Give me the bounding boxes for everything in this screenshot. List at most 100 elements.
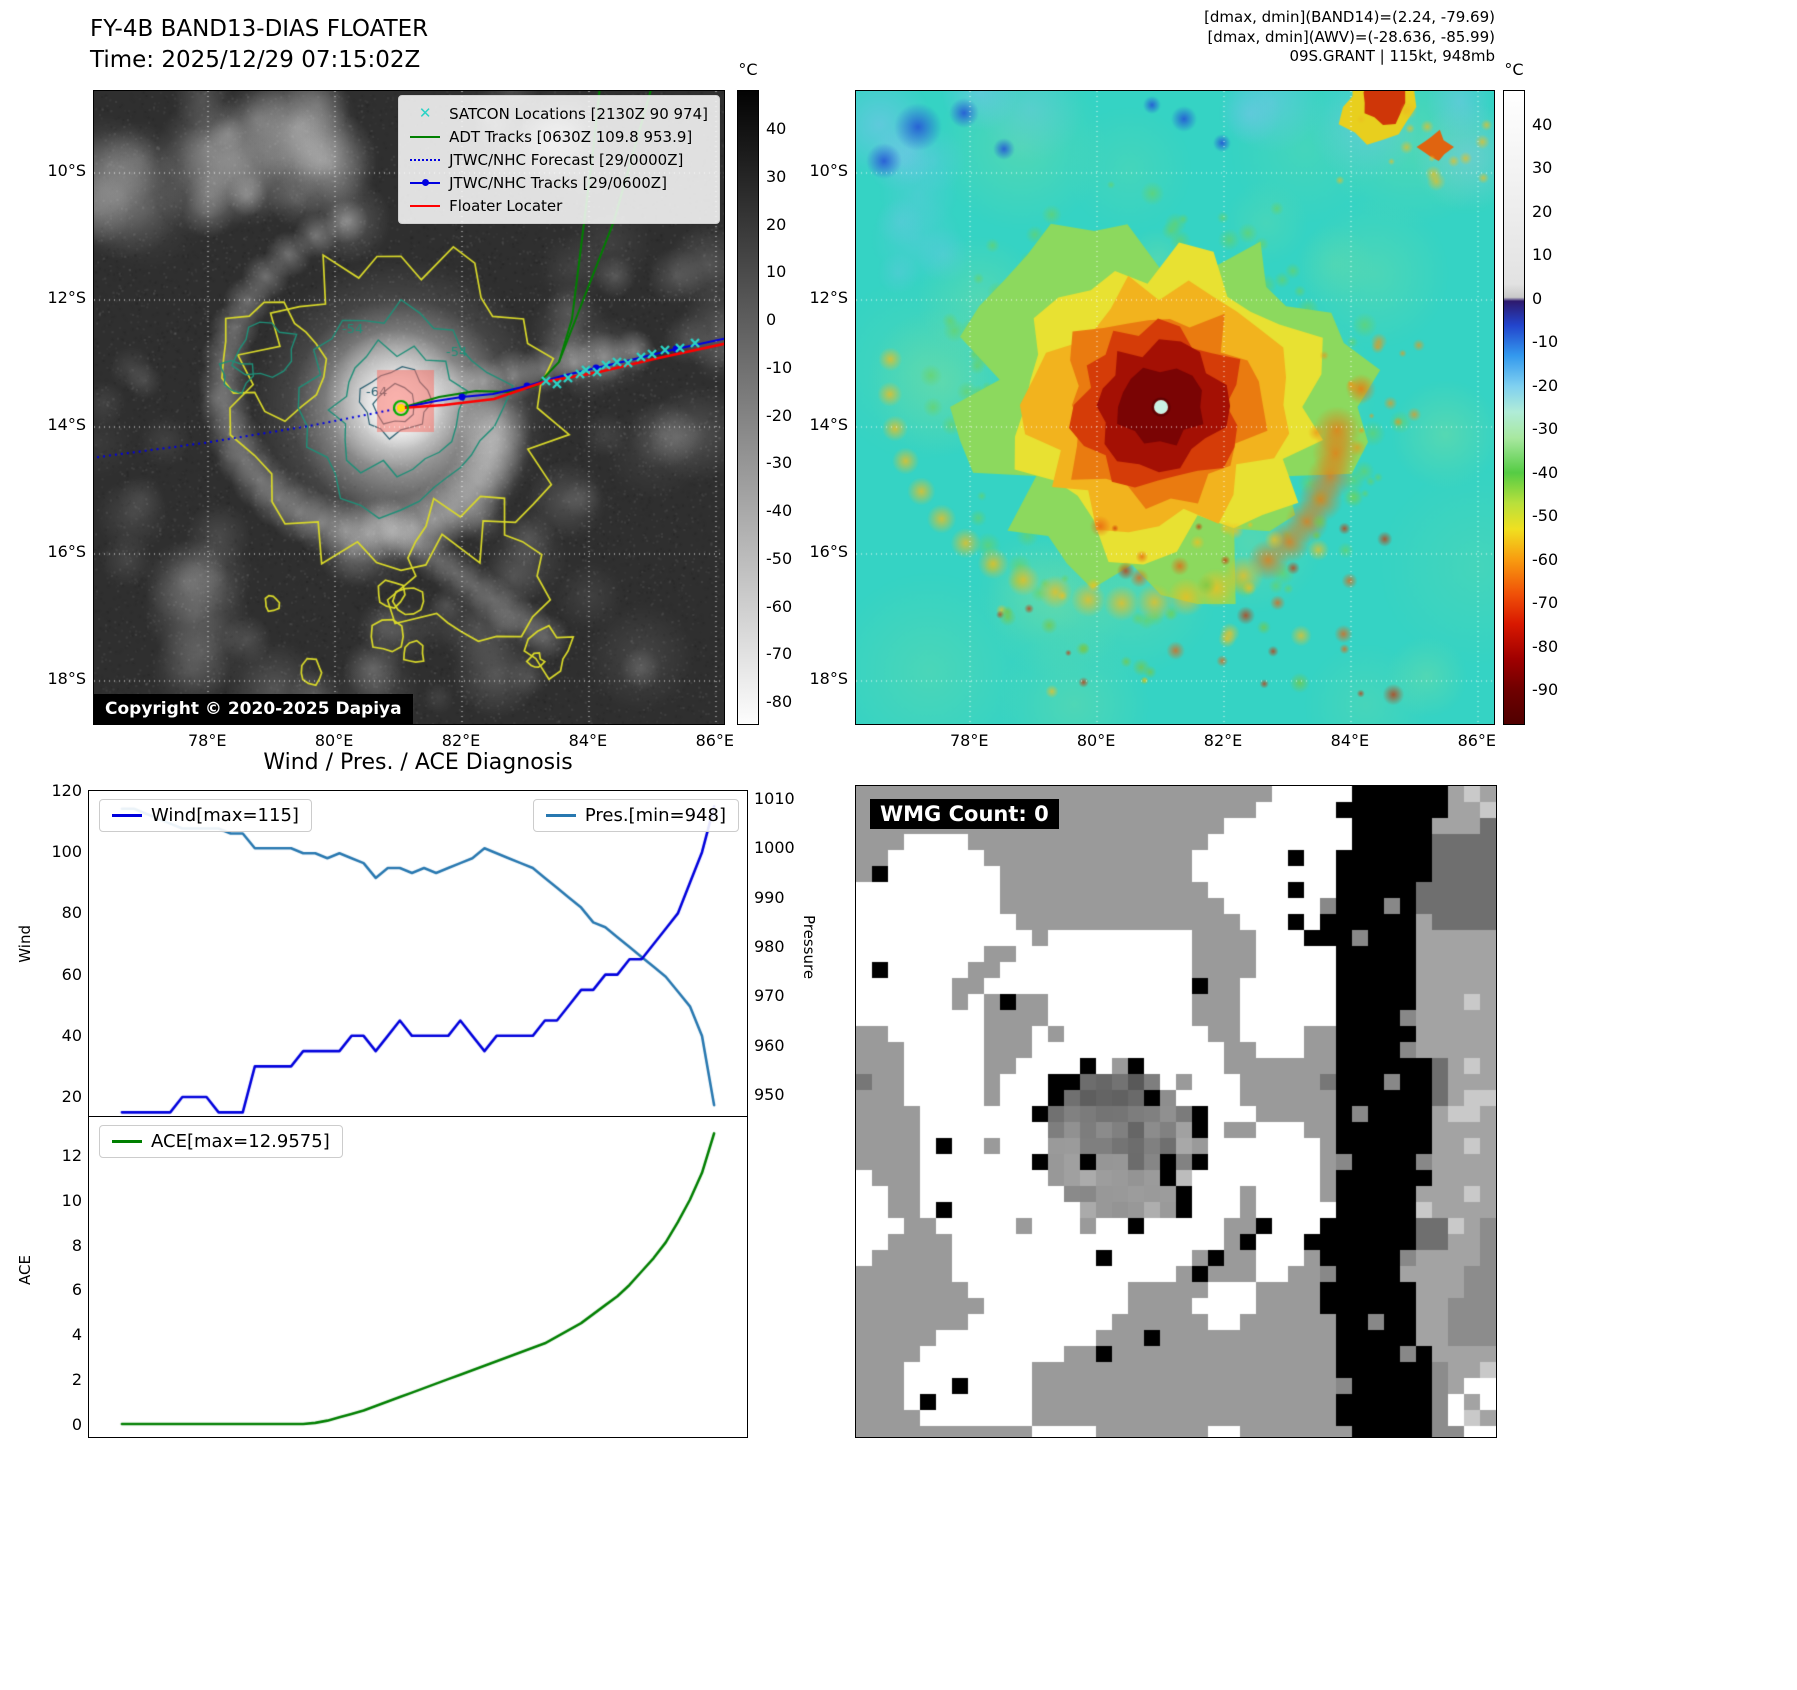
band13-time: Time: 2025/12/29 07:15:02Z bbox=[90, 47, 421, 73]
band13-lon-tick: 86°E bbox=[695, 731, 735, 750]
legend-label: SATCON Locations [2130Z 90 974] bbox=[449, 104, 708, 123]
wmg-panel: WMG Count: 0 bbox=[855, 785, 1497, 1438]
band13-colorbar-tick: -80 bbox=[766, 692, 793, 712]
enhanced-lat-tick: 14°S bbox=[809, 415, 848, 435]
legend-item: JTWC/NHC Tracks [29/0600Z] bbox=[410, 172, 708, 193]
band13-colorbar-tick: -30 bbox=[766, 453, 793, 473]
band13-lon-tick: 80°E bbox=[314, 731, 354, 750]
band13-colorbar-tick: 0 bbox=[766, 310, 777, 330]
band13-lat-tick: 16°S bbox=[47, 542, 86, 562]
legend-sample-line bbox=[410, 135, 441, 138]
enhanced-lon-tick: 78°E bbox=[949, 731, 989, 750]
legend-label: JTWC/NHC Forecast [29/0000Z] bbox=[449, 150, 684, 169]
band13-lon-tick: 84°E bbox=[568, 731, 608, 750]
enhanced-header-line1: [dmax, dmin](BAND14)=(2.24, -79.69) bbox=[1204, 8, 1495, 26]
enhanced-header: [dmax, dmin](BAND14)=(2.24, -79.69) [dma… bbox=[1060, 8, 1495, 67]
enhanced-lat-tick: 18°S bbox=[809, 669, 848, 689]
enhanced-header-line3: 09S.GRANT | 115kt, 948mb bbox=[1289, 47, 1495, 65]
ace-axis-label: ACE bbox=[16, 1255, 34, 1285]
legend-label: JTWC/NHC Tracks [29/0600Z] bbox=[449, 173, 667, 192]
pressure-axis-tick: 950 bbox=[754, 1085, 785, 1105]
band13-colorbar-tick: -50 bbox=[766, 548, 793, 568]
wind-legend-label: Wind[max=115] bbox=[151, 805, 299, 826]
enhanced-lon-tick: 84°E bbox=[1330, 731, 1370, 750]
wind-axis-tick: 120 bbox=[51, 781, 82, 800]
enhanced-lat-tick: 10°S bbox=[809, 161, 848, 181]
ace-axis-tick: 6 bbox=[71, 1280, 82, 1300]
legend-label: ADT Tracks [0630Z 109.8 953.9] bbox=[449, 127, 693, 146]
band13-colorbar-tick: 20 bbox=[766, 214, 787, 234]
wind-axis-tick: 100 bbox=[51, 842, 82, 862]
band13-lat-tick: 18°S bbox=[47, 669, 86, 689]
wmg-canvas bbox=[856, 786, 1496, 1437]
enhanced-colorbar bbox=[1503, 90, 1525, 725]
ace-axis-tick: 0 bbox=[71, 1414, 82, 1434]
ace-axis-tick: 10 bbox=[61, 1190, 82, 1210]
band13-colorbar bbox=[737, 90, 759, 725]
band13-colorbar-unit: °C bbox=[738, 60, 758, 79]
ace-chart-canvas bbox=[89, 1117, 747, 1437]
legend-item: JTWC/NHC Forecast [29/0000Z] bbox=[410, 149, 708, 170]
ace-axis-tick: 4 bbox=[71, 1325, 82, 1345]
band13-lat-tick: 10°S bbox=[47, 161, 86, 181]
enhanced-colorbar-tick: 0 bbox=[1532, 288, 1543, 308]
legend-item: ADT Tracks [0630Z 109.8 953.9] bbox=[410, 126, 708, 147]
enhanced-lat-tick: 12°S bbox=[809, 288, 848, 308]
enhanced-lon-tick: 82°E bbox=[1203, 731, 1243, 750]
pressure-axis-tick: 1000 bbox=[754, 838, 795, 858]
band13-colorbar-tick: 40 bbox=[766, 119, 787, 139]
wind-axis-tick: 80 bbox=[61, 903, 82, 923]
wmg-count-label: WMG Count: 0 bbox=[870, 799, 1059, 829]
ace-chart-panel: ACE[max=12.9575] bbox=[88, 1117, 748, 1438]
enhanced-colorbar-tick: 30 bbox=[1532, 158, 1553, 178]
legend-sample-line-dot bbox=[410, 179, 441, 186]
enhanced-colorbar-tick: -30 bbox=[1532, 419, 1559, 439]
wind-pressure-chart-panel: Wind[max=115] Pres.[min=948] bbox=[88, 790, 748, 1117]
enhanced-colorbar-tick: -20 bbox=[1532, 375, 1559, 395]
band13-panel: ✕ SATCON Locations [2130Z 90 974] ADT Trac… bbox=[93, 90, 725, 725]
wind-pressure-chart-canvas bbox=[89, 791, 747, 1116]
band13-lat-tick: 12°S bbox=[47, 288, 86, 308]
wind-legend-sample bbox=[112, 814, 142, 817]
enhanced-colorbar-tick: -50 bbox=[1532, 506, 1559, 526]
band13-colorbar-tick: -60 bbox=[766, 596, 793, 616]
band13-title-block: FY-4B BAND13-DIAS FLOATER Time: 2025/12/… bbox=[90, 14, 428, 76]
legend-sample-marker-x: ✕ bbox=[418, 104, 432, 122]
band13-colorbar-tick: -70 bbox=[766, 644, 793, 664]
legend-dot bbox=[422, 179, 430, 186]
pressure-axis-label: Pressure bbox=[800, 915, 818, 980]
wind-axis-tick: 40 bbox=[61, 1025, 82, 1045]
legend-label: Floater Locater bbox=[449, 196, 563, 215]
pressure-axis-tick: 980 bbox=[754, 937, 785, 957]
band13-title: FY-4B BAND13-DIAS FLOATER bbox=[90, 16, 429, 42]
band13-colorbar-tick: -40 bbox=[766, 501, 793, 521]
ace-axis-tick: 2 bbox=[71, 1370, 82, 1390]
enhanced-lon-tick: 86°E bbox=[1457, 731, 1497, 750]
enhanced-panel bbox=[855, 90, 1495, 725]
enhanced-colorbar-tick: -80 bbox=[1532, 636, 1559, 656]
pressure-legend: Pres.[min=948] bbox=[532, 799, 739, 832]
enhanced-colorbar-tick: -40 bbox=[1532, 462, 1559, 482]
enhanced-colorbar-tick: -90 bbox=[1532, 680, 1559, 700]
band13-lat-tick: 14°S bbox=[47, 415, 86, 435]
ace-legend: ACE[max=12.9575] bbox=[99, 1125, 343, 1158]
enhanced-colorbar-tick: 40 bbox=[1532, 114, 1553, 134]
enhanced-lon-tick: 80°E bbox=[1076, 731, 1116, 750]
enhanced-header-line2: [dmax, dmin](AWV)=(-28.636, -85.99) bbox=[1207, 27, 1495, 46]
enhanced-lat-tick: 16°S bbox=[809, 542, 848, 562]
pressure-axis-tick: 1010 bbox=[754, 788, 795, 808]
wind-axis-label: Wind bbox=[16, 925, 34, 963]
band13-legend: ✕ SATCON Locations [2130Z 90 974] ADT Trac… bbox=[398, 95, 720, 224]
band13-colorbar-tick: 30 bbox=[766, 166, 787, 186]
wind-legend: Wind[max=115] bbox=[99, 799, 312, 832]
ace-axis-tick: 8 bbox=[71, 1235, 82, 1255]
enhanced-colorbar-tick: 20 bbox=[1532, 201, 1553, 221]
enhanced-colorbar-tick: -10 bbox=[1532, 332, 1559, 352]
pressure-axis-tick: 970 bbox=[754, 986, 785, 1006]
ace-axis-tick: 12 bbox=[61, 1145, 82, 1165]
wind-axis-tick: 60 bbox=[61, 964, 82, 984]
pressure-axis-tick: 990 bbox=[754, 887, 785, 907]
enhanced-colorbar-tick: 10 bbox=[1532, 245, 1553, 265]
legend-sample-dotted bbox=[410, 158, 441, 161]
